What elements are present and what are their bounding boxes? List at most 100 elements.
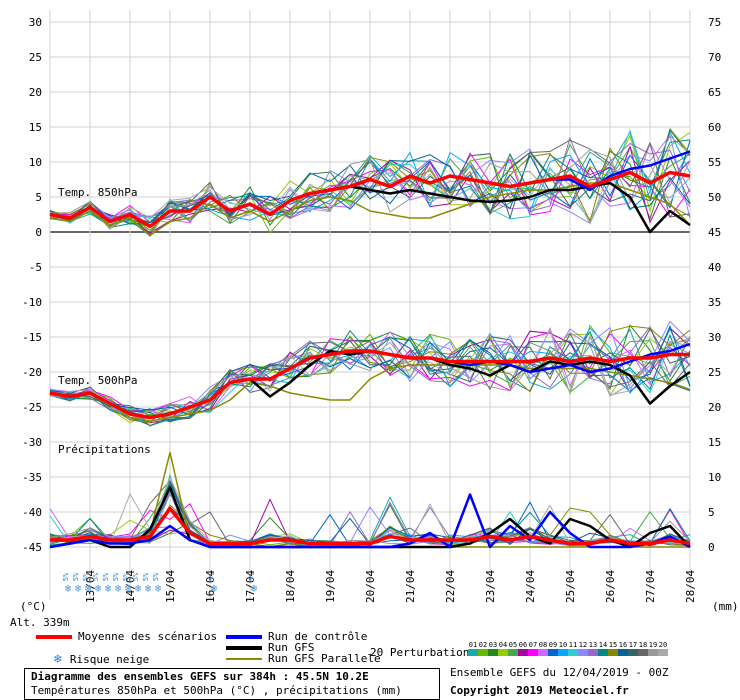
perturbation-key-swatch [538, 649, 548, 656]
perturbation-key-swatch [468, 649, 478, 656]
legend-mean-label: Moyenne des scénarios [78, 630, 218, 643]
perturbation-line [49, 154, 691, 227]
perturbation-key-label: 10 [558, 641, 568, 649]
perturbation-key-swatch [508, 649, 518, 656]
date-label: 19/04 [324, 570, 337, 603]
perturbation-key-label: 02 [478, 641, 488, 649]
perturbation-key-17: 17 [628, 641, 638, 656]
t850-label: Temp. 850hPa [58, 186, 137, 199]
snowflake-icon: ❄ [75, 582, 82, 595]
snow-risk-percent: 5% [132, 572, 140, 581]
date-label: 21/04 [404, 570, 417, 603]
perturbation-key-10: 10 [558, 641, 568, 656]
perturbation-key-07: 07 [528, 641, 538, 656]
perturbation-key-20: 20 [658, 641, 668, 656]
perturbation-key-label: 17 [628, 641, 638, 649]
perturbation-key-02: 02 [478, 641, 488, 656]
snowflake-icon: ❄ [251, 582, 258, 595]
snow-risk-percent: 5% [152, 572, 160, 581]
perturbation-key-12: 12 [578, 641, 588, 656]
perturbation-line [49, 139, 691, 228]
perturbation-key-label: 04 [498, 641, 508, 649]
left-tick-label: 20 [29, 86, 42, 99]
footer-title: Diagramme des ensembles GEFS sur 384h : … [31, 670, 369, 683]
perturbation-color-key: 01 02 03 04 05 06 07 08 09 10 11 12 13 14 15 16 17 18 19 20 [468, 641, 668, 656]
perturbation-key-15: 15 [608, 641, 618, 656]
snow-risk-row: 5%❄5%❄5%❄5%❄5%❄5%❄5%❄5%❄5%❄5%❄5%❄5%❄ [62, 572, 258, 595]
perturbation-key-swatch [618, 649, 628, 656]
perturbation-key-swatch [658, 649, 668, 656]
perturbation-key-13: 13 [588, 641, 598, 656]
right-tick-label: 65 [708, 86, 721, 99]
left-tick-label: 25 [29, 51, 42, 64]
perturbation-line [49, 328, 691, 420]
left-tick-label: -45 [22, 541, 42, 554]
legend-control: Run de contrôle [226, 630, 367, 643]
right-tick-label: 45 [708, 226, 721, 239]
perturbation-key-swatch [628, 649, 638, 656]
perturbation-key-swatch [588, 649, 598, 656]
perturbation-key-18: 18 [638, 641, 648, 656]
snow-risk-percent: 5% [142, 572, 150, 581]
snowflake-icon: ❄ [105, 582, 112, 595]
left-tick-label: -25 [22, 401, 42, 414]
perturbation-key-label: 16 [618, 641, 628, 649]
date-label: 16/04 [204, 570, 217, 603]
snow-risk-percent: 5% [92, 572, 100, 581]
perturbation-key-swatch [578, 649, 588, 656]
perturbation-key-label: 01 [468, 641, 478, 649]
series-line [50, 506, 691, 546]
right-axis-unit: (mm) [712, 600, 739, 613]
perturbation-key-label: 09 [548, 641, 558, 649]
t500-label: Temp. 500hPa [58, 374, 137, 387]
perturbation-key-16: 16 [618, 641, 628, 656]
legend-gfs-label: Run GFS [268, 641, 315, 654]
snowflake-icon: ❄ [65, 582, 72, 595]
left-tick-label: -15 [22, 331, 42, 344]
snow-risk-percent: 5% [102, 572, 110, 581]
snowflake-icon: ❄ [95, 582, 102, 595]
run-info: Ensemble GEFS du 12/04/2019 - 00Z [450, 666, 669, 679]
date-label: 20/04 [364, 570, 377, 603]
right-tick-label: 35 [708, 296, 721, 309]
main-series-lines [49, 150, 691, 549]
perturbation-key-label: 12 [578, 641, 588, 649]
right-tick-label: 30 [708, 331, 721, 344]
snow-risk-percent: 5% [72, 572, 80, 581]
date-label: 24/04 [524, 570, 537, 603]
right-tick-label: 75 [708, 16, 721, 29]
snow-risk-percent: 5% [208, 572, 216, 581]
date-label: 17/04 [244, 570, 257, 603]
perturbation-key-label: 11 [568, 641, 578, 649]
legend-snow-label: Risque neige [69, 653, 150, 666]
perturbation-line [49, 136, 691, 223]
perturbation-key-label: 13 [588, 641, 598, 649]
left-tick-label: 0 [35, 226, 42, 239]
legend-gfs-swatch [226, 645, 262, 650]
legend-perturbations-label: 20 Perturbations [370, 646, 476, 659]
perturbation-line [49, 332, 691, 420]
right-tick-label: 60 [708, 121, 721, 134]
snow-risk-percent: 5% [248, 572, 256, 581]
perturbation-key-label: 06 [518, 641, 528, 649]
perturbation-key-05: 05 [508, 641, 518, 656]
footer-subtitle: Températures 850hPa et 500hPa (°C) , pré… [31, 684, 402, 697]
perturbation-key-08: 08 [538, 641, 548, 656]
perturbation-key-swatch [648, 649, 658, 656]
left-axis-unit: (°C) [20, 600, 47, 613]
perturbation-key-09: 09 [548, 641, 558, 656]
date-label: 15/04 [164, 570, 177, 603]
perturbation-key-swatch [638, 649, 648, 656]
copyright: Copyright 2019 Meteociel.fr [450, 684, 629, 697]
perturbation-key-swatch [478, 649, 488, 656]
snow-risk-percent: 5% [122, 572, 130, 581]
right-tick-label: 20 [708, 401, 721, 414]
perturbation-key-swatch [518, 649, 528, 656]
date-label: 18/04 [284, 570, 297, 603]
left-tick-label: 10 [29, 156, 42, 169]
perturbation-key-label: 03 [488, 641, 498, 649]
perturbation-key-14: 14 [598, 641, 608, 656]
left-tick-label: -35 [22, 471, 42, 484]
legend-control-label: Run de contrôle [268, 630, 368, 643]
